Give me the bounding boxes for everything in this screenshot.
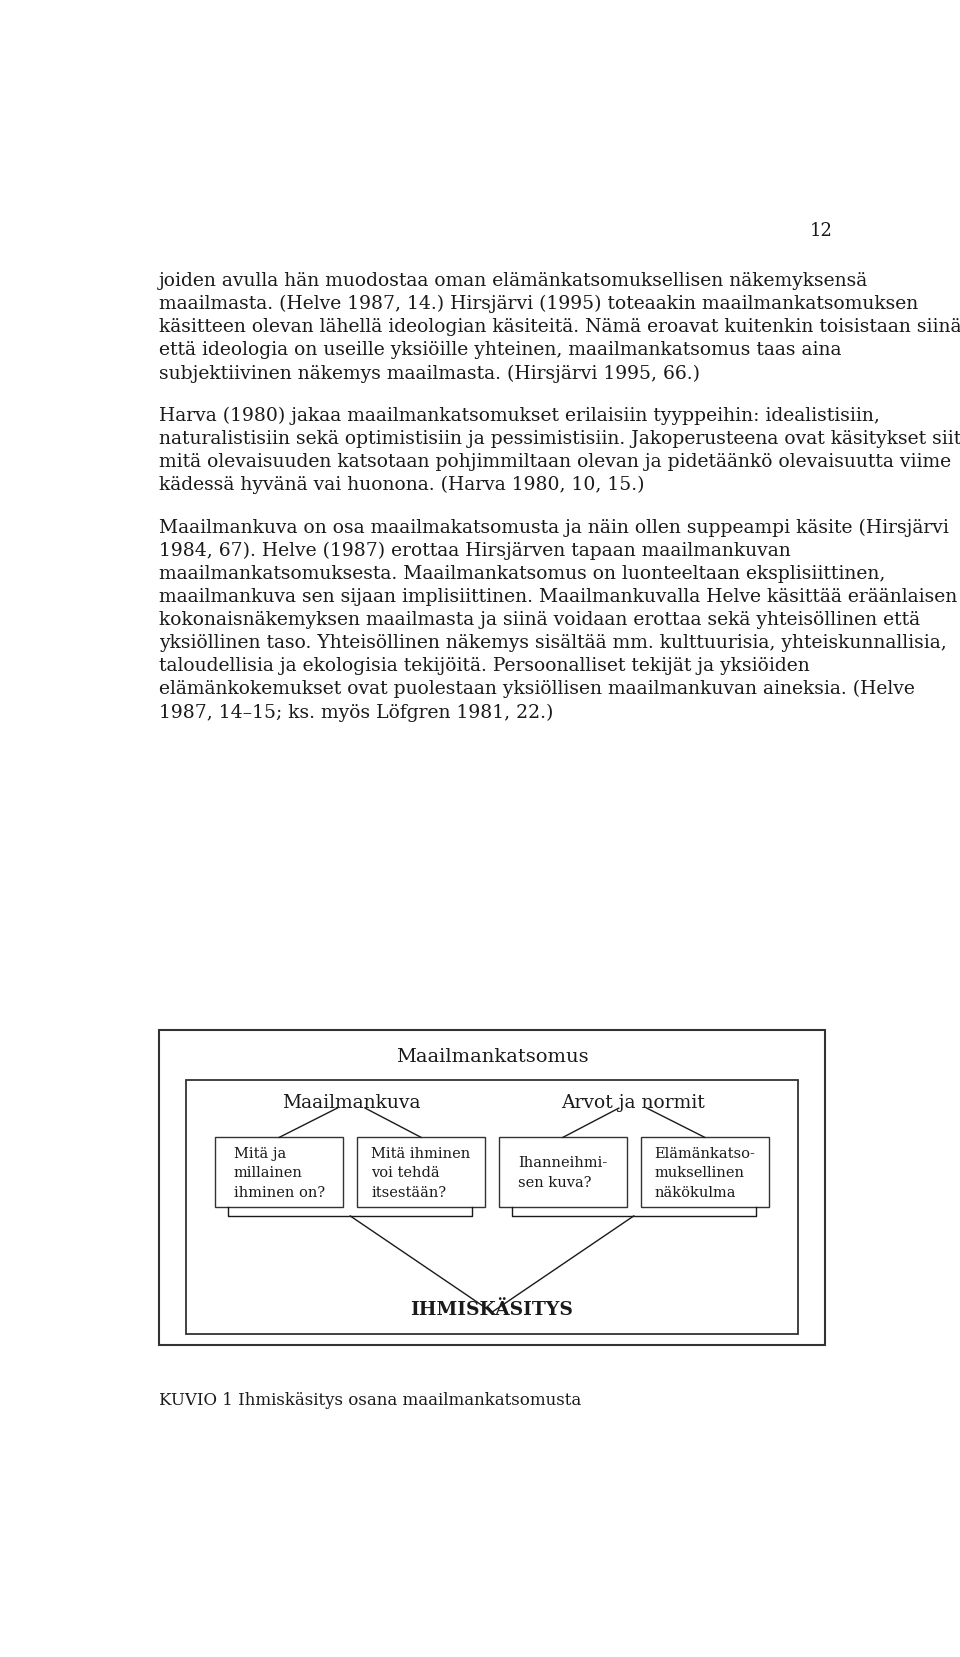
Bar [215, 1138, 344, 1206]
Text: joiden avulla hän muodostaa oman elämänkatsomuksellisen näkemyksensä: joiden avulla hän muodostaa oman elämänk… [158, 272, 868, 290]
Text: Harva (1980) jakaa maailmankatsomukset erilaisiin tyyppeihin: idealistisiin,: Harva (1980) jakaa maailmankatsomukset e… [158, 406, 879, 424]
Text: taloudellisia ja ekologisia tekijöitä. Persoonalliset tekijät ja yksiöiden: taloudellisia ja ekologisia tekijöitä. P… [158, 656, 809, 674]
Text: KUVIO 1 Ihmiskäsitys osana maailmankatsomusta: KUVIO 1 Ihmiskäsitys osana maailmankatso… [158, 1392, 581, 1408]
Text: elämänkokemukset ovat puolestaan yksiöllisen maailmankuvan aineksia. (Helve: elämänkokemukset ovat puolestaan yksiöll… [158, 679, 915, 698]
Text: mitä olevaisuuden katsotaan pohjimmiltaan olevan ja pidetäänkö olevaisuutta viim: mitä olevaisuuden katsotaan pohjimmiltaa… [158, 452, 950, 471]
Text: 12: 12 [810, 222, 833, 240]
Text: maailmasta. (Helve 1987, 14.) Hirsjärvi (1995) toteaakin maailmankatsomuksen: maailmasta. (Helve 1987, 14.) Hirsjärvi … [158, 295, 918, 313]
Bar [499, 1138, 627, 1206]
Text: Maailmankatsomus: Maailmankatsomus [396, 1047, 588, 1065]
Text: Maailmankuva on osa maailmakatsomusta ja näin ollen suppeampi käsite (Hirsjärvi: Maailmankuva on osa maailmakatsomusta ja… [158, 519, 948, 537]
Text: yksiöllinen taso. Yhteisöllinen näkemys sisältää mm. kulttuurisia, yhteiskunnall: yksiöllinen taso. Yhteisöllinen näkemys … [158, 633, 947, 651]
Bar [357, 1138, 485, 1206]
Text: IHMISKÄSITYS: IHMISKÄSITYS [411, 1301, 573, 1319]
Text: Maailmankuva: Maailmankuva [282, 1094, 420, 1112]
Bar [641, 1138, 769, 1206]
Text: Elämänkatso-
muksellinen
näkökulma: Elämänkatso- muksellinen näkökulma [655, 1147, 756, 1198]
Text: maailmankuva sen sijaan implisiittinen. Maailmankuvalla Helve käsittää eräänlais: maailmankuva sen sijaan implisiittinen. … [158, 588, 957, 605]
Text: Mitä ihminen
voi tehdä
itsestään?: Mitä ihminen voi tehdä itsestään? [372, 1147, 470, 1198]
Bar [186, 1080, 798, 1334]
Text: Ihanneihmi-
sen kuva?: Ihanneihmi- sen kuva? [518, 1155, 608, 1190]
Text: maailmankatsomuksesta. Maailmankatsomus on luonteeltaan eksplisiittinen,: maailmankatsomuksesta. Maailmankatsomus … [158, 565, 885, 582]
Text: kokonaisnäkemyksen maailmasta ja siinä voidaan erottaa sekä yhteisöllinen että: kokonaisnäkemyksen maailmasta ja siinä v… [158, 610, 920, 628]
Text: Arvot ja normit: Arvot ja normit [561, 1094, 705, 1112]
Text: 1984, 67). Helve (1987) erottaa Hirsjärven tapaan maailmankuvan: 1984, 67). Helve (1987) erottaa Hirsjärv… [158, 542, 790, 560]
Text: naturalistisiin sekä optimistisiin ja pessimistisiin. Jakoperusteena ovat käsity: naturalistisiin sekä optimistisiin ja pe… [158, 429, 960, 447]
Text: että ideologia on useille yksiöille yhteinen, maailmankatsomus taas aina: että ideologia on useille yksiöille yhte… [158, 341, 841, 360]
Text: Mitä ja
millainen
ihminen on?: Mitä ja millainen ihminen on? [233, 1147, 324, 1198]
Bar [158, 1031, 826, 1345]
Text: subjektiivinen näkemys maailmasta. (Hirsjärvi 1995, 66.): subjektiivinen näkemys maailmasta. (Hirs… [158, 365, 700, 383]
Text: kädessä hyvänä vai huonona. (Harva 1980, 10, 15.): kädessä hyvänä vai huonona. (Harva 1980,… [158, 476, 644, 494]
Text: 1987, 14–15; ks. myös Löfgren 1981, 22.): 1987, 14–15; ks. myös Löfgren 1981, 22.) [158, 703, 553, 721]
Text: käsitteen olevan lähellä ideologian käsiteitä. Nämä eroavat kuitenkin toisistaan: käsitteen olevan lähellä ideologian käsi… [158, 318, 960, 336]
